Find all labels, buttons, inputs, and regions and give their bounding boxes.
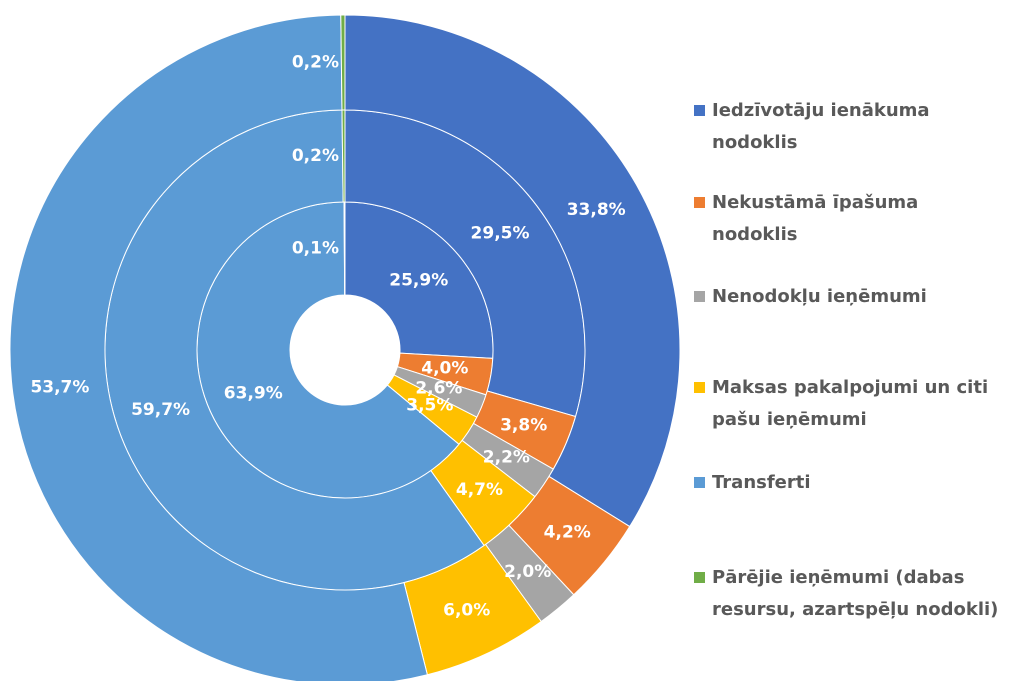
legend-item: Iedzīvotāju ienākuma nodoklis xyxy=(694,95,1004,159)
data-label: 4,0% xyxy=(421,358,468,378)
legend-label: Nekustāmā īpašuma nodoklis xyxy=(712,192,919,245)
legend-item: Pārējie ieņēmumi (dabas resursu, azartsp… xyxy=(694,562,1004,626)
legend-label: Pārējie ieņēmumi (dabas resursu, azartsp… xyxy=(712,567,999,620)
data-label: 33,8% xyxy=(567,200,626,220)
ring-segment xyxy=(343,201,346,296)
legend-label: Maksas pakalpojumi un citi pašu ieņēmumi xyxy=(712,377,989,430)
legend-swatch xyxy=(694,572,705,583)
legend-swatch xyxy=(694,291,705,302)
data-label: 0,1% xyxy=(292,239,339,259)
legend-item: Nenodokļu ieņēmumi xyxy=(694,281,1004,313)
ring-segment xyxy=(340,14,346,111)
ring-segment xyxy=(9,14,428,681)
data-label: 53,7% xyxy=(30,377,89,397)
legend-item: Nekustāmā īpašuma nodoklis xyxy=(694,187,1004,251)
ring-segment xyxy=(344,14,681,528)
data-label: 3,8% xyxy=(500,416,547,436)
legend-item: Transferti xyxy=(694,467,1004,499)
data-label: 29,5% xyxy=(471,223,530,243)
legend-label: Iedzīvotāju ienākuma nodoklis xyxy=(712,100,930,153)
legend-swatch xyxy=(694,105,705,116)
data-label: 59,7% xyxy=(131,400,190,420)
legend-swatch xyxy=(694,382,705,393)
data-label: 6,0% xyxy=(443,600,490,620)
data-label: 0,2% xyxy=(292,146,339,166)
data-label: 4,2% xyxy=(544,522,591,542)
data-label: 4,7% xyxy=(456,480,503,500)
data-label: 2,2% xyxy=(483,448,530,468)
data-label: 0,2% xyxy=(292,53,339,73)
data-label: 3,5% xyxy=(406,396,453,416)
legend-label: Transferti xyxy=(712,472,811,493)
legend-swatch xyxy=(694,477,705,488)
data-label: 2,6% xyxy=(415,379,462,399)
legend-label: Nenodokļu ieņēmumi xyxy=(712,286,927,307)
data-label: 25,9% xyxy=(389,270,448,290)
legend-swatch xyxy=(694,197,705,208)
data-label: 2,0% xyxy=(504,562,551,582)
data-label: 63,9% xyxy=(224,384,283,404)
legend-item: Maksas pakalpojumi un citi pašu ieņēmumi xyxy=(694,372,1004,436)
